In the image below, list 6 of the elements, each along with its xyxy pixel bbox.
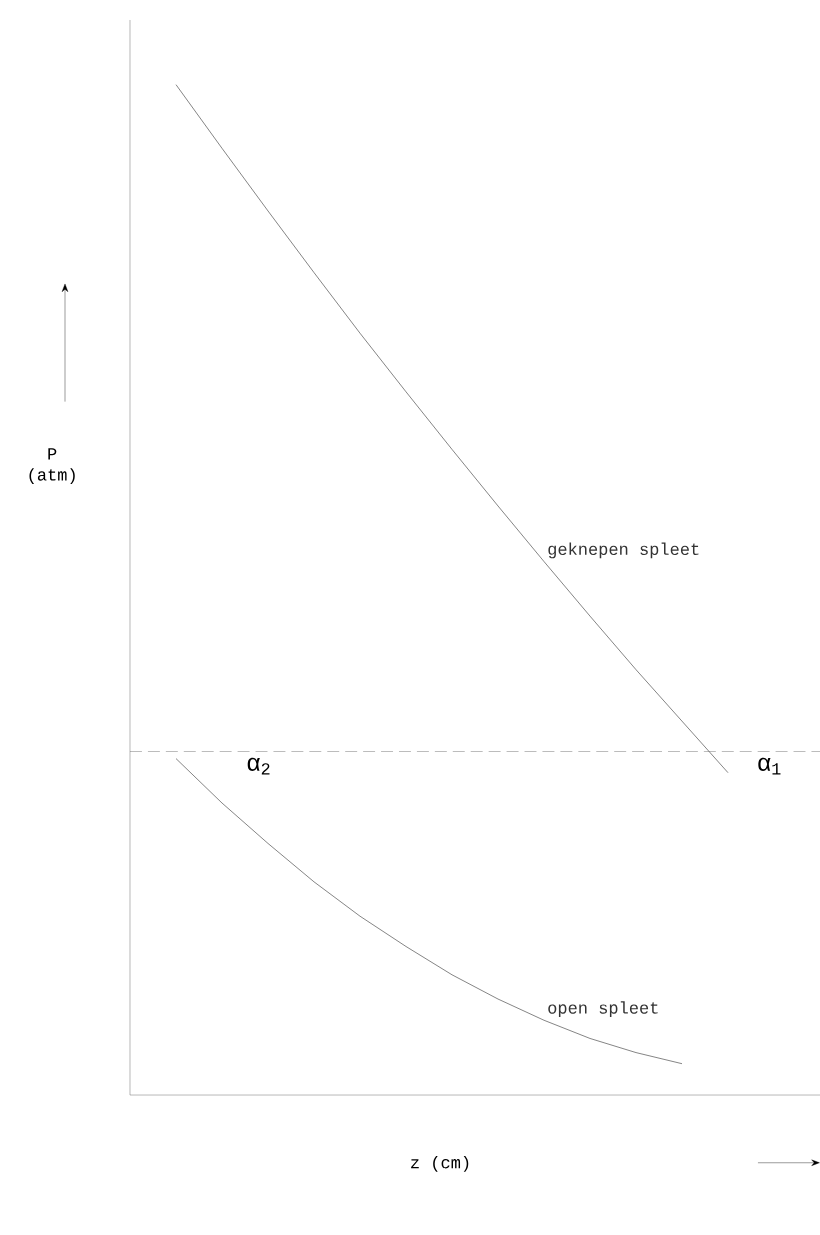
annotation: α$_{1}$ — [758, 757, 781, 775]
series-label: geknepen spleet — [548, 542, 699, 559]
y-axis-title: P (atm) — [29, 448, 75, 484]
x-axis-title: z (cm) — [411, 1155, 469, 1172]
series-label: open spleet — [548, 1001, 658, 1018]
annotation: α$_{2}$ — [247, 757, 270, 775]
